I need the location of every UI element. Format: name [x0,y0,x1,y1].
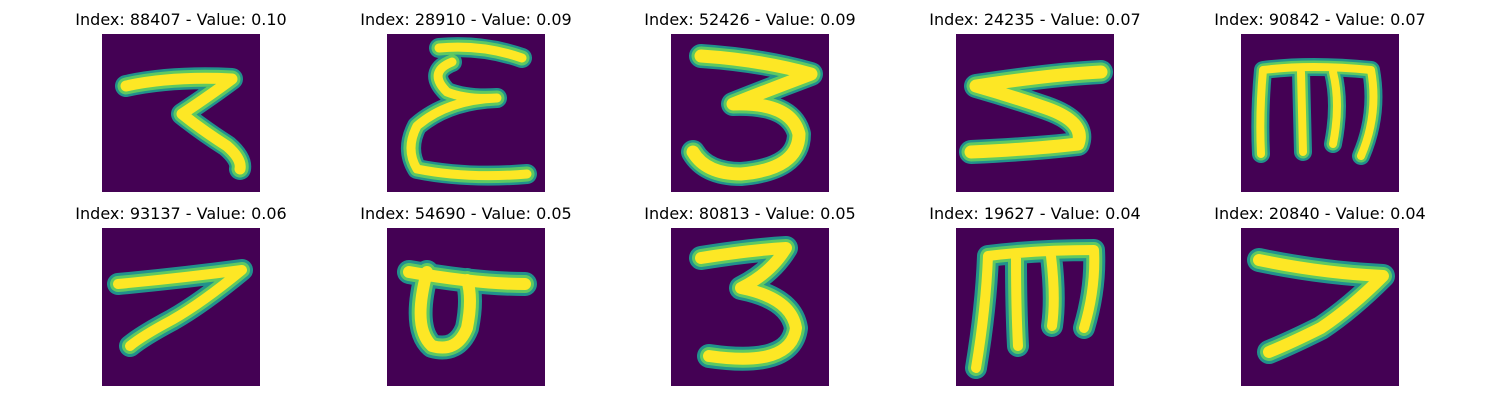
panel-title: Index: 24235 - Value: 0.07 [929,10,1141,29]
panel-title: Index: 93137 - Value: 0.06 [75,204,287,223]
glyph-image [956,228,1114,386]
glyph-image [671,228,829,386]
image-panel: Index: 52426 - Value: 0.09 [644,10,856,192]
image-panel: Index: 90842 - Value: 0.07 [1214,10,1426,192]
image-panel: Index: 93137 - Value: 0.06 [75,204,287,386]
image-panel: Index: 28910 - Value: 0.09 [360,10,572,192]
panel-title: Index: 52426 - Value: 0.09 [644,10,856,29]
panel-title: Index: 28910 - Value: 0.09 [360,10,572,29]
panel-title: Index: 90842 - Value: 0.07 [1214,10,1426,29]
panel-title: Index: 54690 - Value: 0.05 [360,204,572,223]
glyph-image [1241,34,1399,192]
image-panel: Index: 20840 - Value: 0.04 [1214,204,1426,386]
panel-title: Index: 19627 - Value: 0.04 [929,204,1141,223]
image-panel: Index: 19627 - Value: 0.04 [929,204,1141,386]
glyph-image [387,34,545,192]
panel-title: Index: 80813 - Value: 0.05 [644,204,856,223]
glyph-image [956,34,1114,192]
glyph-image [102,228,260,386]
panel-title: Index: 88407 - Value: 0.10 [75,10,287,29]
panel-title: Index: 20840 - Value: 0.04 [1214,204,1426,223]
image-panel: Index: 88407 - Value: 0.10 [75,10,287,192]
glyph-image [1241,228,1399,386]
glyph-image [671,34,829,192]
glyph-image [387,228,545,386]
glyph-image [102,34,260,192]
image-panel: Index: 54690 - Value: 0.05 [360,204,572,386]
image-panel: Index: 24235 - Value: 0.07 [929,10,1141,192]
image-panel: Index: 80813 - Value: 0.05 [644,204,856,386]
